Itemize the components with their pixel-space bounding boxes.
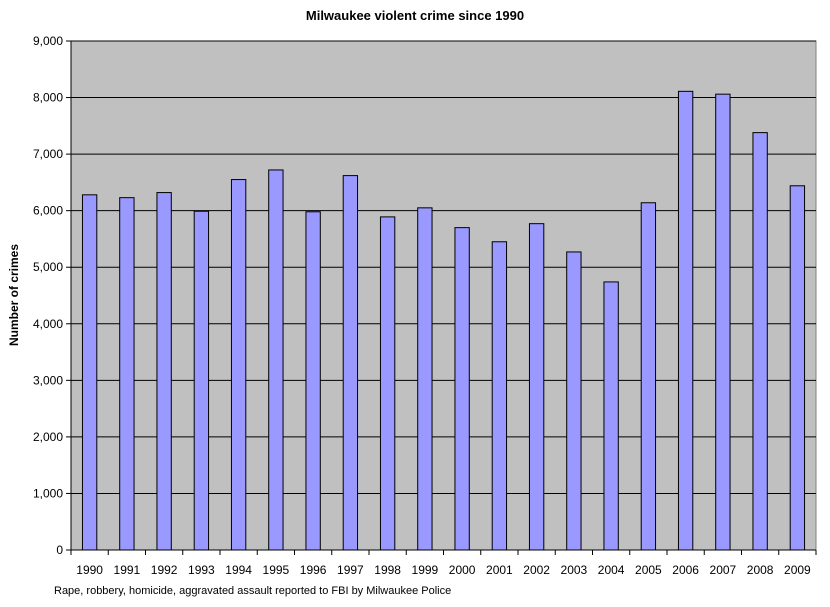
bar-2001 xyxy=(491,241,508,551)
plot-area xyxy=(70,40,817,551)
y-tick-label: 6,000 xyxy=(33,204,63,218)
bar-2006 xyxy=(677,90,694,551)
x-tick-label: 1995 xyxy=(263,563,290,577)
x-tick-label: 2008 xyxy=(747,563,774,577)
bar-1999 xyxy=(417,207,433,551)
x-tick-label: 2000 xyxy=(449,563,476,577)
y-axis-ticks: 0 1,000 2,000 3,000 4,000 5,000 6,000 7,000 8,00… xyxy=(33,34,71,557)
bar-2000 xyxy=(454,227,470,551)
y-tick-label: 9,000 xyxy=(33,34,63,48)
y-tick-label: 0 xyxy=(56,543,63,557)
x-tick-label: 2001 xyxy=(486,563,513,577)
bar-2002 xyxy=(528,223,545,551)
x-tick-label: 1999 xyxy=(412,563,439,577)
x-tick-label: 2005 xyxy=(635,563,662,577)
y-tick-label: 5,000 xyxy=(33,260,63,274)
bar-2007 xyxy=(715,93,731,551)
x-tick-label: 2006 xyxy=(672,563,699,577)
x-tick-label: 2003 xyxy=(561,563,588,577)
chart-title: Milwaukee violent crime since 1990 xyxy=(305,8,525,23)
bar-1992 xyxy=(156,192,172,551)
x-tick-label: 1998 xyxy=(374,563,401,577)
x-tick-label: 2007 xyxy=(710,563,737,577)
bar-1991 xyxy=(119,197,135,551)
footnote: Rape, robbery, homicide, aggravated assa… xyxy=(54,585,452,597)
x-tick-label: 2004 xyxy=(598,563,625,577)
y-tick-label: 8,000 xyxy=(33,91,63,105)
x-tick-label: 1994 xyxy=(225,563,252,577)
y-tick-label: 7,000 xyxy=(33,147,63,161)
bar-1994 xyxy=(230,179,247,551)
bar-1998 xyxy=(379,216,396,551)
x-tick-label: 1997 xyxy=(337,563,364,577)
x-axis-ticks: 1990 1991 1992 1993 1994 1995 1996 1997 1998 1999… xyxy=(70,550,817,577)
bar-2009 xyxy=(789,185,806,551)
y-tick-label: 1,000 xyxy=(33,486,63,500)
x-tick-label: 1991 xyxy=(114,563,141,577)
x-tick-label: 1996 xyxy=(300,563,327,577)
x-tick-label: 1990 xyxy=(76,563,103,577)
y-tick-label: 4,000 xyxy=(33,317,63,331)
y-tick-label: 3,000 xyxy=(33,373,63,387)
y-tick-label: 2,000 xyxy=(33,430,63,444)
bar-1993 xyxy=(193,210,210,551)
bars xyxy=(81,90,806,551)
x-tick-label: 1993 xyxy=(188,563,215,577)
bar-1997 xyxy=(342,175,359,551)
x-tick-label: 2002 xyxy=(523,563,550,577)
bar-2003 xyxy=(566,251,582,551)
bar-1995 xyxy=(268,169,284,551)
x-tick-label: 2009 xyxy=(784,563,811,577)
bar-1990 xyxy=(81,194,98,551)
y-axis-title: Number of crimes xyxy=(7,244,21,346)
bar-2005 xyxy=(640,202,657,551)
bar-2008 xyxy=(752,132,768,551)
bar-2004 xyxy=(603,281,619,551)
bar-1996 xyxy=(305,211,321,551)
x-tick-label: 1992 xyxy=(151,563,178,577)
